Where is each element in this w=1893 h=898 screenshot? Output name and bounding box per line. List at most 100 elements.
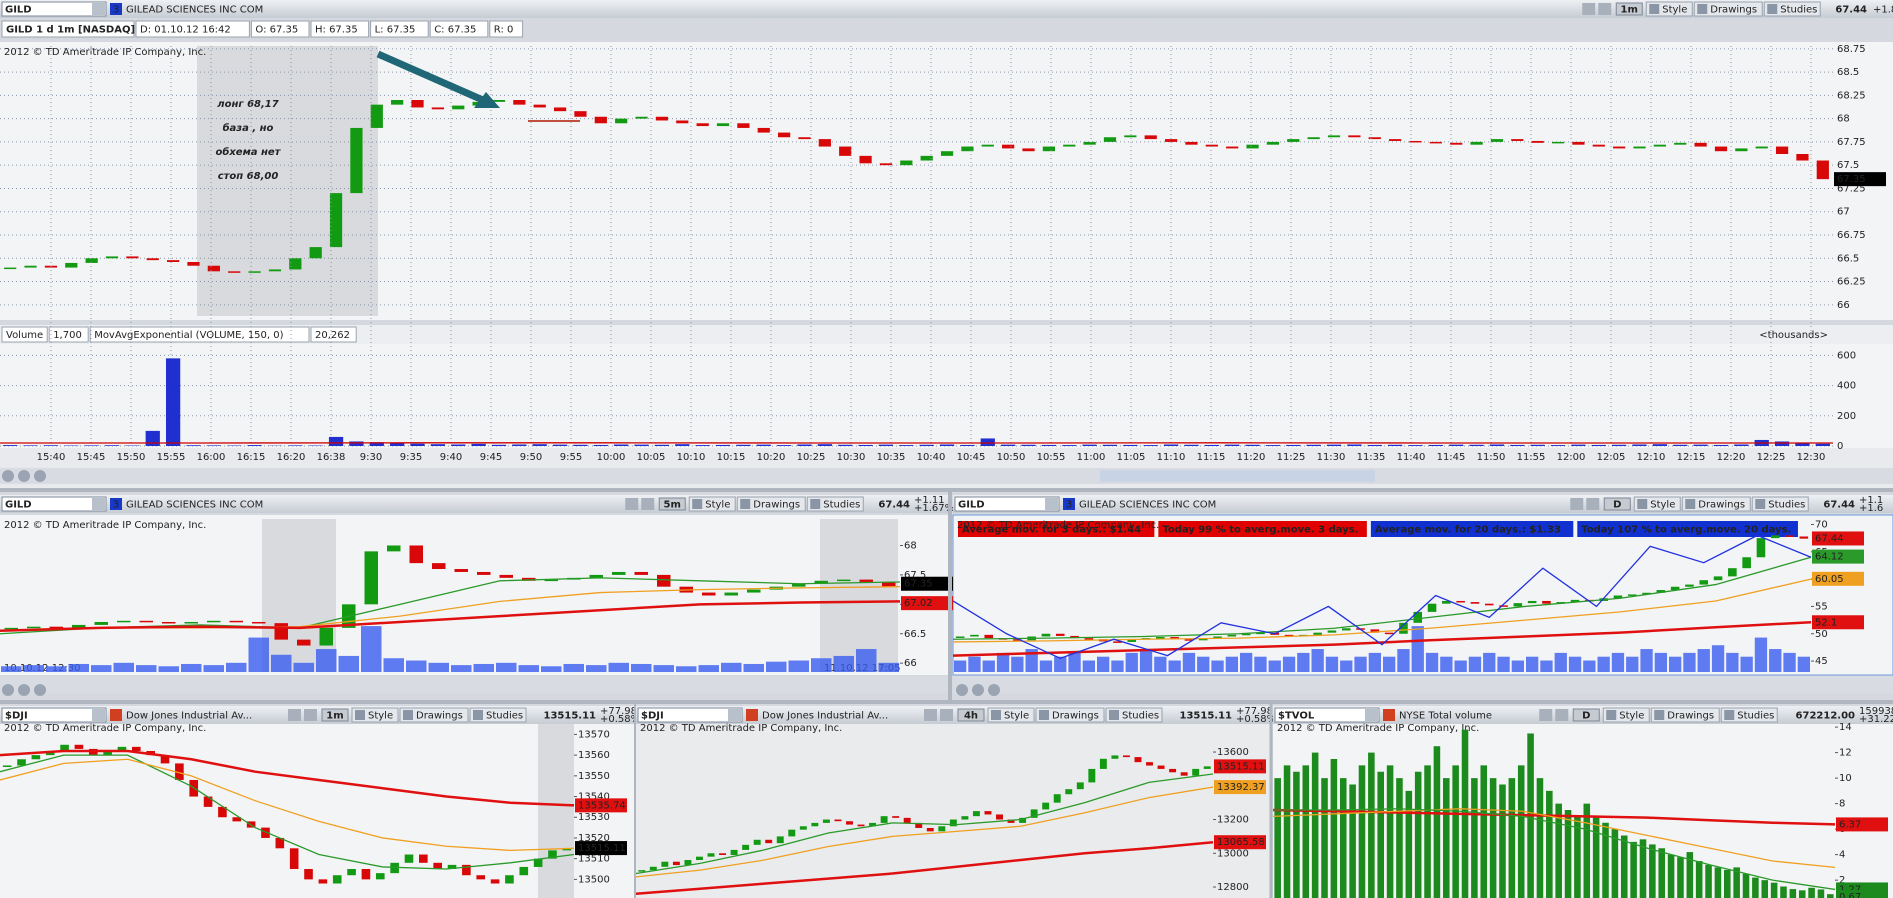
toolbar-button[interactable] bbox=[806, 496, 864, 512]
y-tick-label: 68.75 bbox=[1837, 44, 1866, 55]
tool-icon[interactable] bbox=[924, 709, 937, 721]
button-label[interactable]: Drawings bbox=[1698, 500, 1745, 511]
tool-icon[interactable] bbox=[641, 498, 655, 510]
tool-icon[interactable] bbox=[288, 709, 301, 721]
button-label[interactable]: Style bbox=[1662, 5, 1687, 16]
timeframe[interactable]: 4h bbox=[964, 711, 978, 722]
timeframe[interactable]: 1m bbox=[326, 711, 343, 722]
toolbar-button[interactable] bbox=[399, 707, 469, 723]
volume-bar bbox=[541, 666, 562, 672]
symbol-input[interactable] bbox=[1, 496, 107, 512]
change-percent: +1.67% bbox=[914, 503, 954, 514]
symbol-dropdown[interactable] bbox=[1045, 498, 1058, 510]
symbol-dropdown[interactable] bbox=[92, 3, 105, 15]
timeframe[interactable]: 1m bbox=[1621, 5, 1638, 16]
symbol-input[interactable] bbox=[1274, 707, 1380, 723]
button-label[interactable]: Studies bbox=[1768, 500, 1805, 511]
tool-icon[interactable] bbox=[940, 709, 953, 721]
x-tick-label: 12:05 bbox=[1597, 452, 1626, 463]
x-tick-label: 12:25 bbox=[1757, 452, 1786, 463]
button-label[interactable]: Studies bbox=[823, 500, 860, 511]
button-label[interactable]: Studies bbox=[1780, 5, 1817, 16]
timeframe-button[interactable] bbox=[1603, 497, 1631, 511]
candle bbox=[880, 816, 888, 823]
candle bbox=[1531, 140, 1544, 143]
button-label[interactable]: Style bbox=[705, 500, 730, 511]
session-shade bbox=[262, 519, 336, 672]
symbol-input[interactable] bbox=[1, 1, 107, 17]
button-label[interactable]: Drawings bbox=[416, 711, 463, 722]
toolbar-button[interactable] bbox=[1650, 707, 1720, 723]
candle bbox=[589, 574, 603, 578]
symbol-input[interactable] bbox=[1, 707, 107, 723]
timeframe-button[interactable] bbox=[1572, 708, 1600, 722]
toolbar-button[interactable] bbox=[1763, 1, 1821, 17]
toolbar-button[interactable] bbox=[469, 707, 527, 723]
tool-icon[interactable] bbox=[304, 709, 317, 721]
candle bbox=[839, 146, 852, 156]
candle bbox=[938, 826, 946, 832]
bar bbox=[1245, 444, 1260, 446]
symbol-input[interactable] bbox=[637, 707, 743, 723]
candle bbox=[462, 864, 471, 876]
toolbar-button[interactable] bbox=[1720, 707, 1778, 723]
button-label[interactable]: Style bbox=[1650, 500, 1675, 511]
timeframe[interactable]: D bbox=[1613, 500, 1621, 511]
scrollbar[interactable] bbox=[953, 676, 1893, 694]
button-label[interactable]: Studies bbox=[486, 711, 523, 722]
toolbar-button[interactable] bbox=[1035, 707, 1105, 723]
button-label[interactable]: Studies bbox=[1737, 711, 1774, 722]
candle bbox=[837, 579, 851, 582]
bar bbox=[573, 444, 588, 446]
symbol-dropdown[interactable] bbox=[92, 498, 105, 510]
candle bbox=[1527, 600, 1537, 604]
toolbar-button[interactable] bbox=[1751, 496, 1809, 512]
tool-icon[interactable] bbox=[1555, 709, 1569, 721]
button-label[interactable]: Style bbox=[368, 711, 393, 722]
tool-icon[interactable] bbox=[1570, 498, 1584, 510]
timeframe-button[interactable] bbox=[321, 708, 349, 722]
price-tag bbox=[1812, 531, 1864, 546]
toolbar-button[interactable] bbox=[1105, 707, 1163, 723]
timeframe-button[interactable] bbox=[1615, 2, 1643, 16]
candle bbox=[490, 879, 500, 884]
button-label[interactable]: Drawings bbox=[1667, 711, 1714, 722]
toolbar-button[interactable] bbox=[1681, 496, 1751, 512]
scroll-thumb[interactable] bbox=[1100, 470, 1375, 482]
symbol-dropdown[interactable] bbox=[1365, 709, 1378, 721]
tool-icon[interactable] bbox=[1598, 3, 1612, 15]
toolbar-button[interactable] bbox=[1693, 1, 1763, 17]
symbol-dropdown[interactable] bbox=[92, 709, 105, 721]
timeframe[interactable]: D bbox=[1582, 711, 1590, 722]
candle bbox=[1185, 141, 1198, 145]
button-label[interactable]: Drawings bbox=[1052, 711, 1099, 722]
candle bbox=[1341, 628, 1351, 631]
candle bbox=[364, 551, 378, 605]
symbol-input[interactable] bbox=[954, 496, 1060, 512]
bar bbox=[1274, 778, 1281, 898]
timeframe-button[interactable] bbox=[957, 708, 985, 722]
nav-icons[interactable] bbox=[2, 470, 1000, 696]
tool-icon[interactable] bbox=[1539, 709, 1553, 721]
scrollbar[interactable] bbox=[0, 676, 948, 694]
bar bbox=[1673, 444, 1688, 446]
bar bbox=[1591, 444, 1606, 446]
volume-bar bbox=[91, 665, 112, 672]
button-label[interactable]: Drawings bbox=[753, 500, 800, 511]
toolbar-button[interactable] bbox=[736, 496, 806, 512]
tool-icon[interactable] bbox=[625, 498, 639, 510]
timeframe[interactable]: 5m bbox=[664, 500, 681, 511]
tool-icon[interactable] bbox=[1582, 3, 1596, 15]
button-label[interactable]: Style bbox=[1004, 711, 1029, 722]
tool-icon[interactable] bbox=[1586, 498, 1600, 510]
candle bbox=[1124, 135, 1137, 138]
candle bbox=[1156, 637, 1165, 639]
timeframe-button[interactable] bbox=[658, 497, 686, 511]
button-label[interactable]: Style bbox=[1619, 711, 1644, 722]
scrollbar[interactable] bbox=[0, 468, 1893, 484]
volume-bar bbox=[1483, 652, 1496, 672]
symbol-dropdown[interactable] bbox=[728, 709, 741, 721]
button-label[interactable]: Drawings bbox=[1710, 5, 1757, 16]
button-label[interactable]: Studies bbox=[1122, 711, 1159, 722]
volume-bar bbox=[1597, 656, 1610, 672]
